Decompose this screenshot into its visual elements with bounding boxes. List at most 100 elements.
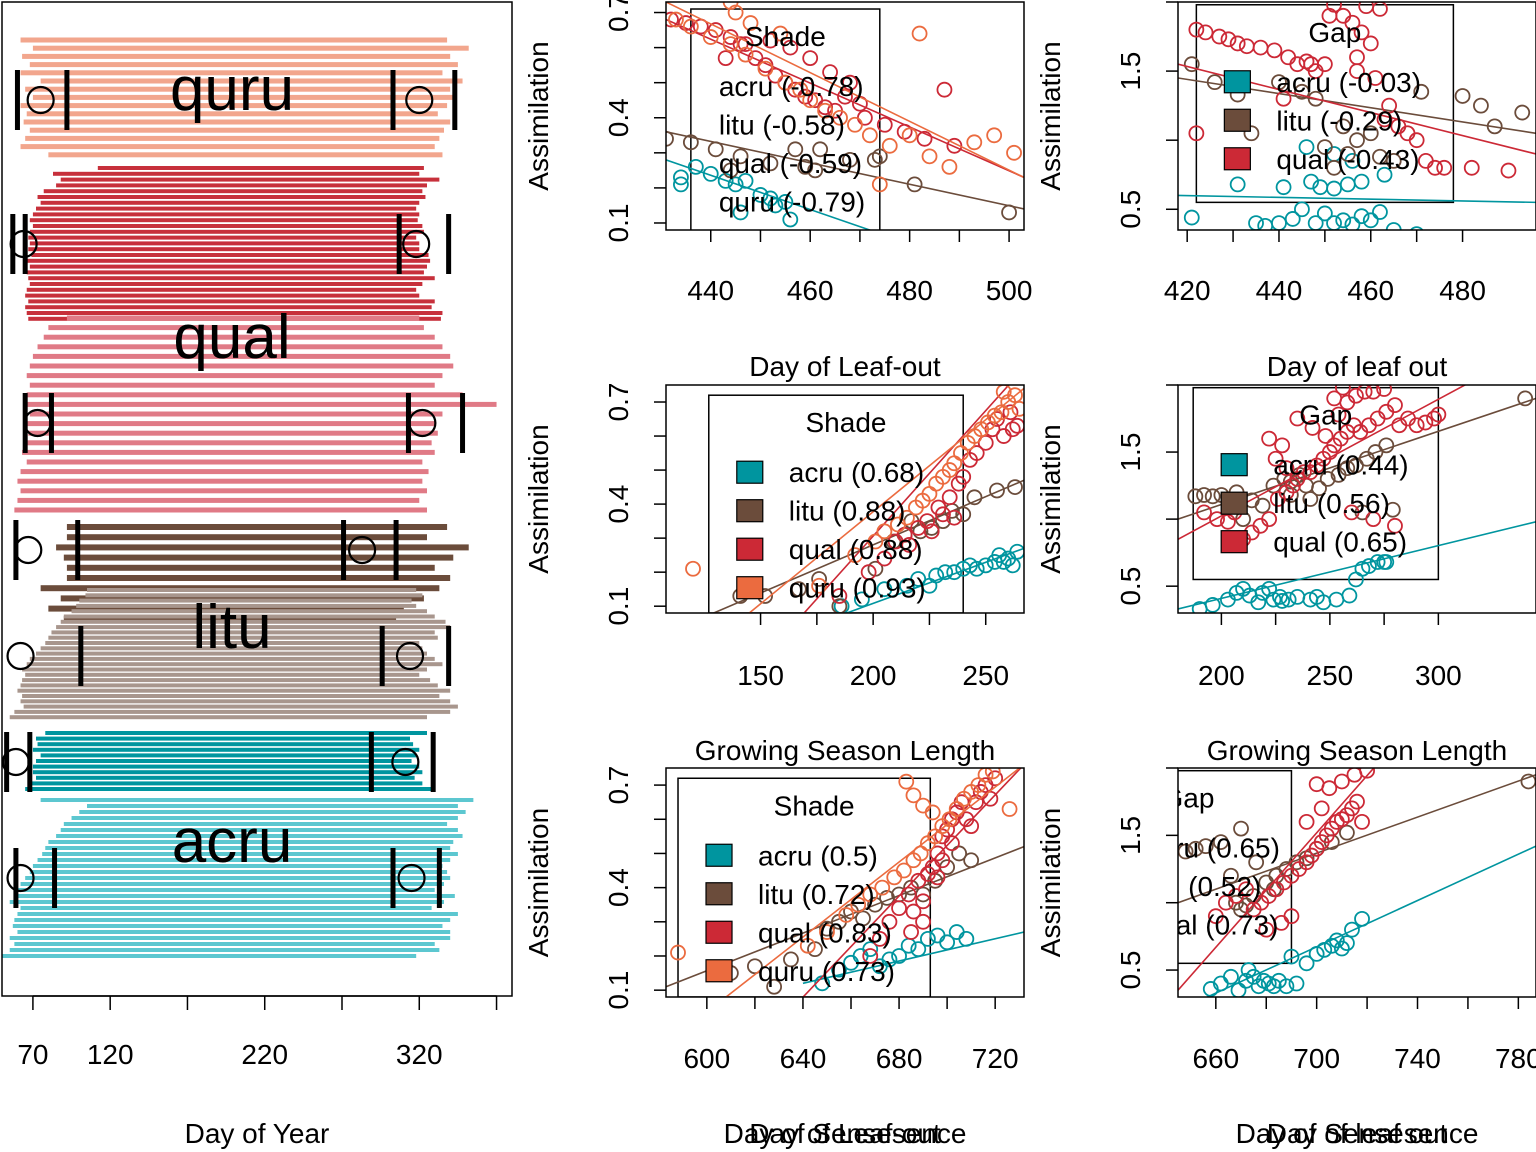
p3-point-qual [955,468,972,485]
p5-y-tick-label: 0.1 [603,971,634,1010]
p5-x-tick-label: 680 [876,1043,923,1074]
p5-point-litu [951,845,968,862]
p3-point-qual [1004,421,1021,438]
timeline-bar-qual_lower-17 [17,478,423,484]
p2-point-acru [1362,212,1379,229]
p1-fit-quru [666,2,1024,179]
p4-point-qual [1408,417,1425,434]
p1-point-litu [1001,204,1017,221]
p4-point-qual [1274,437,1291,454]
p1-point-quru [832,109,848,126]
p1-frame [665,1,1025,231]
p2-plot-area: Gap acru (-0.03) litu (-0.29) qual (-0.43) [1178,2,1536,230]
timeline-bar-acru_lower-9 [42,852,458,856]
timeline-bar-litu_lower-16 [25,672,420,677]
timeline-bar-litu_lower-4 [71,609,427,614]
p6-point-acru [1323,937,1340,954]
p6-point-litu [1223,867,1239,884]
p4-point-litu [1187,488,1204,505]
p6-x-tick-label: 700 [1293,1043,1340,1074]
p5-point-qual [881,913,898,930]
p2-point-qual [1463,159,1480,176]
timeline-bar-litu_lower-22 [23,704,458,709]
p4-legend-box [1192,386,1440,581]
p4-point-acru [1308,589,1325,605]
p4-point-qual [1348,387,1364,404]
p3-x-tick-label: 200 [850,660,897,691]
p1-point-quru [727,4,744,21]
p6-x-tick-label: 660 [1192,1043,1239,1074]
timeline-bar-qual_lower-19 [17,497,420,503]
timeline-bar-qual-5 [37,195,426,199]
p1-y-tick-label: 0.7 [603,0,634,32]
timeline-mean-leafout-quru [26,85,55,115]
p1-point-litu [722,162,739,179]
timeline-bar-qual_lower-13 [23,440,432,446]
timeline-bar-acru_lower-16 [14,894,455,898]
p4-x-tick-label: 300 [1415,660,1462,691]
p4-point-qual [1387,517,1403,534]
p2-point-litu [1349,132,1365,149]
p5-point-acru [929,927,946,944]
p2-y-tick-label: 1.5 [1115,52,1146,91]
timeline-bar-qual_lower-15 [26,459,423,465]
p3-point-acru [968,560,985,577]
p5-point-quru [941,811,958,828]
p2-point-acru [1335,212,1352,229]
timeline-bar-acru_lower-10 [37,858,451,862]
p1-point-qual [666,11,679,28]
timeline-bar-qual-2 [60,177,440,182]
p2-point-acru [1294,201,1310,218]
p5-legend-key-2 [705,920,733,944]
p5-point-qual [915,913,931,930]
timeline-bar-litu_lower-14 [26,662,443,667]
p3-point-litu [966,489,983,506]
p3-x-tick-label: 150 [737,660,784,691]
timeline-bar-qual-23 [28,299,435,304]
p1-legend-entry-1: litu (-0.58) [719,110,845,141]
timeline-bar-quru-4 [20,70,443,76]
p4-y-tick-label: 0.5 [1115,567,1146,606]
p1-y-label: Assimilation [523,41,554,190]
p6-point-qual [1207,908,1224,925]
p3-point-qual [968,445,985,461]
p6-point-qual [1333,773,1350,790]
timeline-bar-litu_lower-19 [17,688,451,693]
p5-point-quru [1001,801,1018,817]
p4-point-qual [1365,385,1382,400]
p4-point-litu [1378,437,1395,454]
timeline-bar-acru-10 [25,787,435,791]
p3-point-qual [935,506,951,523]
timeline-mean-senescence-acru [391,747,420,777]
p2-point-qual [1197,24,1214,41]
timeline-bar-quru-12 [25,135,440,141]
p2-y-label: Assimilation [1035,41,1066,190]
p4-legend-entry-1: litu (0.56) [1273,488,1390,519]
p3-point-quru [899,509,915,526]
timeline-mean-senescence-litu_lower [395,641,425,671]
p3-point-acru [946,564,963,581]
p2-point-qual [1188,21,1205,38]
p2-point-qual [1321,7,1338,24]
p1-fit-qual [666,18,1024,179]
p6-x-label: Day of Sensesence [1236,1118,1479,1149]
p2-point-litu [1316,139,1333,155]
p1-point-quru [802,92,819,109]
p2-point-litu [1385,153,1402,169]
timeline-bar-qual-1 [53,171,420,176]
p1-point-acru [767,197,784,214]
p3-plot-area: Shade acru (0.68) litu (0.88) qual (0.88) qu… [685,385,1024,613]
p6-point-litu [1339,824,1355,841]
timeline-bar-qual-3 [56,183,427,188]
p1-point-acru [673,169,689,186]
p2-point-litu [1183,56,1200,73]
timeline-bar-acru_lower-6 [56,834,463,838]
p4-point-litu [1517,390,1534,407]
p6-fit-litu [1178,773,1536,904]
timeline-bar-qual_lower-3 [37,344,443,350]
timeline-bar-acru_lower-12 [29,870,448,874]
timeline-bar-qual-7 [36,206,417,211]
p1-x-tick-label: 440 [687,275,734,306]
p2-point-qual [1349,49,1365,66]
p2-point-qual [1362,35,1379,52]
